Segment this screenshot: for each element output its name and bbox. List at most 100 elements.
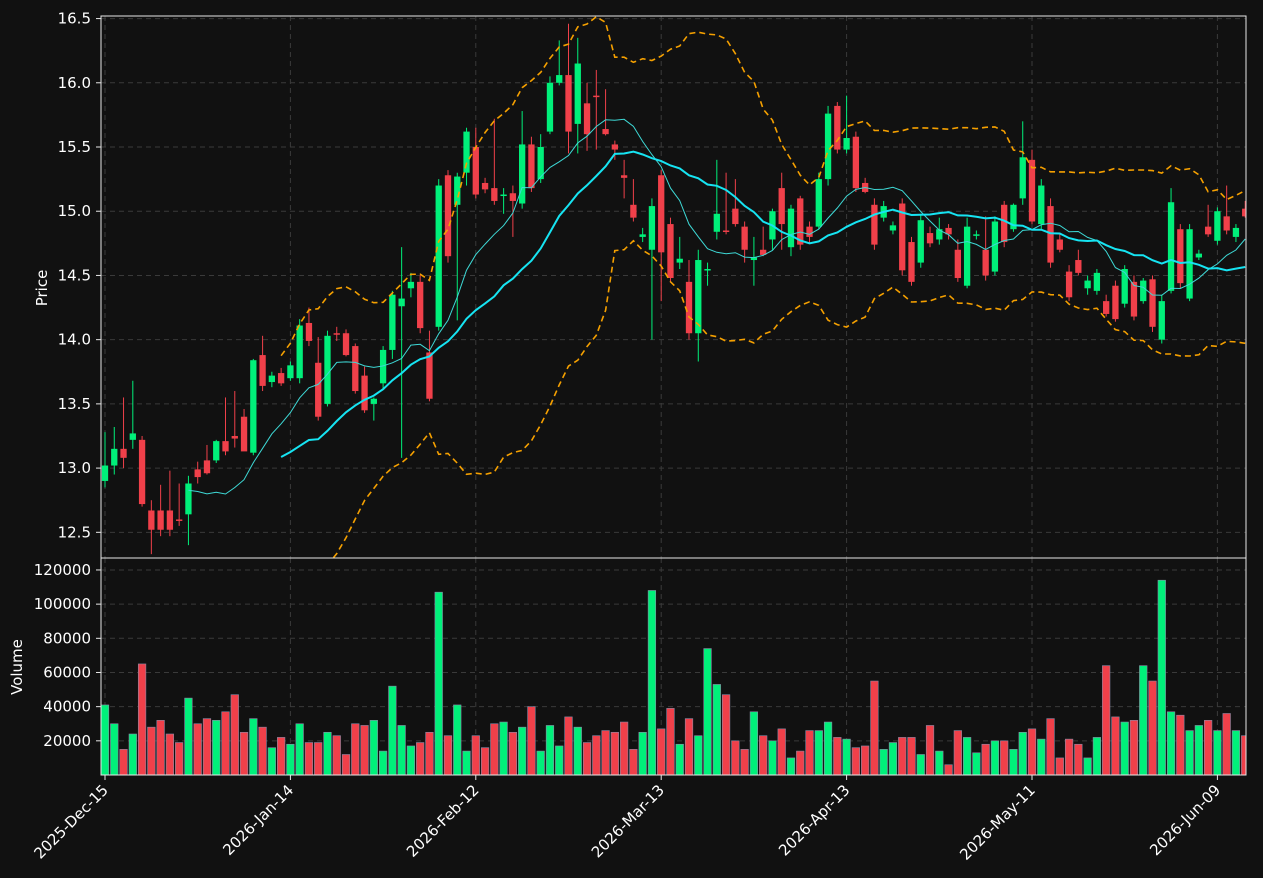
volume-bar [545,725,555,775]
volume-bar [684,718,694,775]
candle-body [138,439,146,505]
volume-bar [332,735,341,775]
candle-body [324,335,331,404]
candle-body [426,352,433,399]
candle-body [398,298,405,307]
candle-body [815,179,822,227]
volume-bar [378,750,388,775]
volume-bar [1009,749,1018,775]
volume-bar [842,738,851,775]
candle-body [333,333,340,335]
volume-bar [1231,730,1241,775]
candle-body [444,175,452,257]
volume-tick-label: 40000 [43,698,91,716]
candle-body [824,113,832,180]
volume-bar [1074,743,1083,775]
candle-body [129,433,136,440]
volume-bar [230,694,239,775]
volume-bar [582,742,592,775]
candle-body [240,416,248,452]
volume-bar [1185,730,1194,775]
volume-bar [314,742,323,775]
volume-bar [397,725,406,775]
candle-body [750,257,758,261]
volume-bar [898,737,907,775]
candle-body [963,226,971,286]
volume-bar [527,706,536,775]
candle-body [342,333,350,356]
volume-bar [518,726,527,775]
volume-bar [879,749,888,775]
volume-bar [499,721,508,775]
candle-body [1140,280,1147,302]
candle-body [481,182,489,190]
volume-axis-label: Volume [8,639,26,695]
candle-body [287,365,294,379]
candle-body [1093,272,1101,291]
volume-bar [620,721,629,775]
volume-bar [1027,728,1037,775]
candle-body [639,234,646,237]
volume-bar [972,752,981,775]
candle-body [185,483,192,515]
candle-body [658,175,665,253]
volume-bar [304,742,314,775]
candle-body [370,398,377,404]
volume-bar [1111,716,1120,775]
price-tick-label: 12.5 [58,523,91,541]
volume-bar [1018,731,1027,775]
volume-bar [805,730,814,775]
candle-body [315,362,322,417]
volume-bar [471,735,480,775]
volume-bar [1102,665,1111,775]
volume-bar [212,720,221,775]
candle-body [889,225,897,231]
candle-body [379,349,387,384]
volume-bar [647,590,657,775]
candle-body [732,208,739,225]
candle-body [611,144,618,150]
candle-body [945,227,952,235]
candle-body [1149,279,1156,327]
volume-bar [406,745,416,775]
candle-body [695,260,702,334]
volume-bar [749,711,758,775]
volume-bar [907,737,916,775]
volume-bar [323,731,332,775]
volume-bar [351,723,360,775]
volume-bar [870,680,879,775]
volume-tick-label: 100000 [34,595,91,613]
volume-bar [1148,680,1157,775]
candle-body [760,249,767,255]
candle-body [491,188,498,201]
candle-body [1177,229,1184,284]
volume-bar [1166,711,1176,775]
candle-body [871,204,878,245]
volume-bar [675,743,684,775]
candle-body [1001,204,1008,243]
candle-body [305,322,313,341]
candle-body [277,373,285,384]
candle-body [593,95,600,98]
candle-body [556,75,563,83]
candle-body [407,281,415,289]
volume-bar [1213,730,1222,775]
volume-bar [1241,735,1246,775]
candle-body [982,249,989,276]
candle-body [101,465,109,481]
candle-body [537,147,544,180]
price-axis-label: Price [33,270,51,307]
volume-bar [1204,720,1213,775]
candle-body [1038,185,1045,225]
price-tick-label: 16.0 [58,74,91,92]
price-axis: 12.5 13.0 13.5 14.0 14.5 15.0 15.5 16.0 16.5 [58,10,101,541]
candle-body [565,75,572,132]
candle-body [1047,206,1054,263]
volume-bar [573,726,582,775]
volume-bar [462,750,471,775]
price-tick-label: 14.5 [58,266,91,284]
candle-body [111,448,118,466]
candle-body [472,147,479,195]
volume-bar [833,737,842,775]
volume-panel-frame [100,557,1247,776]
